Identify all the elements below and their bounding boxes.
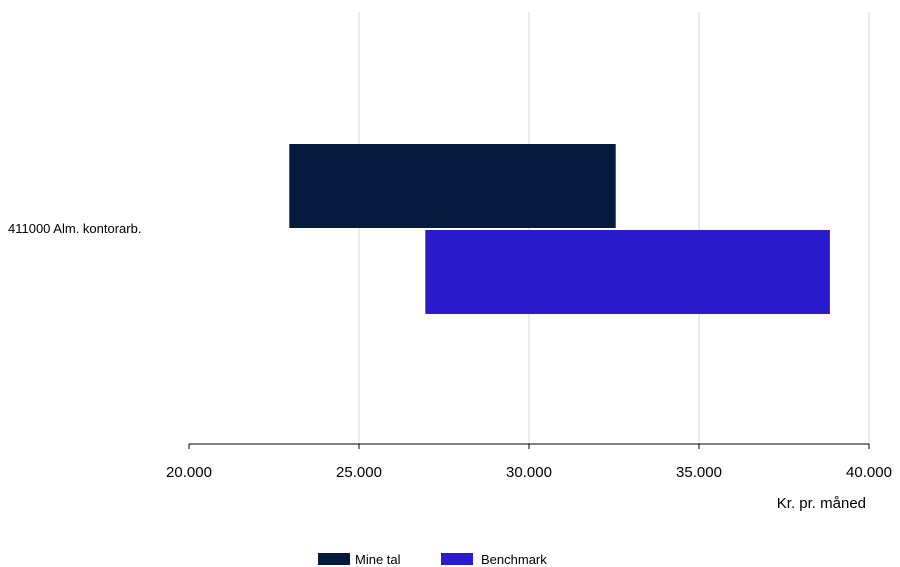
category-label-0: 411000 Alm. kontorarb. bbox=[8, 221, 141, 236]
tick-label-1: 25.000 bbox=[336, 464, 382, 481]
tick-label-0: 20.000 bbox=[166, 464, 212, 481]
legend-label-1: Benchmark bbox=[481, 552, 547, 567]
legend-label-0: Mine tal bbox=[355, 552, 401, 567]
tick-label-2: 30.000 bbox=[506, 464, 552, 481]
tick-label-3: 35.000 bbox=[676, 464, 722, 481]
bars bbox=[289, 144, 830, 314]
category-labels: 411000 Alm. kontorarb. bbox=[8, 221, 141, 236]
legend-swatch-1 bbox=[441, 553, 473, 565]
legend: Mine tal Benchmark bbox=[318, 552, 547, 567]
x-tick-labels: 20.000 25.000 30.000 35.000 40.000 bbox=[166, 444, 892, 481]
x-axis-title: Kr. pr. måned bbox=[777, 495, 866, 512]
tick-label-4: 40.000 bbox=[846, 464, 892, 481]
bar-benchmark-0 bbox=[425, 230, 830, 314]
bar-mine-tal-0 bbox=[289, 144, 615, 228]
legend-swatch-0 bbox=[318, 553, 350, 565]
